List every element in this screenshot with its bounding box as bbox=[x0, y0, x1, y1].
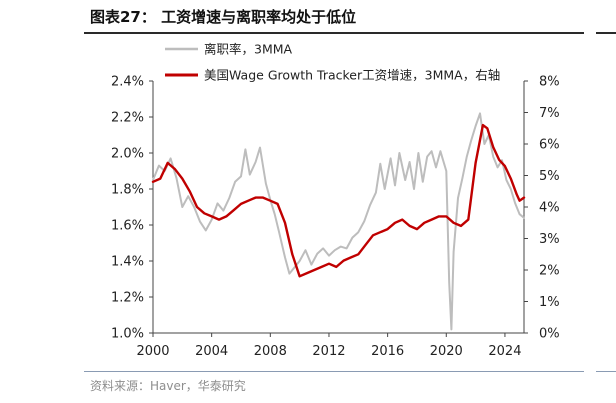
right-tick-label: 7% bbox=[539, 106, 560, 121]
right-tick-label: 5% bbox=[539, 169, 560, 184]
right-tick-label: 1% bbox=[539, 295, 560, 310]
left-tick-label: 1.4% bbox=[111, 255, 144, 270]
left-tick-label: 2.0% bbox=[111, 147, 144, 162]
title-divider bbox=[84, 32, 584, 34]
adjacent-panel-top-rule bbox=[596, 32, 616, 34]
legend-label: 离职率，3MMA bbox=[204, 42, 293, 57]
footer-divider bbox=[84, 371, 584, 372]
right-tick-label: 4% bbox=[539, 201, 560, 216]
chart-legend: 离职率，3MMA 美国Wage Growth Tracker工资增速，3MMA，右… bbox=[165, 42, 500, 83]
left-tick-label: 1.6% bbox=[111, 219, 144, 234]
source-note: 资料来源：Haver，华泰研究 bbox=[90, 379, 246, 393]
right-tick-label: 6% bbox=[539, 138, 560, 153]
left-tick-label: 1.0% bbox=[111, 327, 144, 342]
left-tick-label: 1.2% bbox=[111, 291, 144, 306]
right-tick-label: 3% bbox=[539, 232, 560, 247]
legend-label: 美国Wage Growth Tracker工资增速，3MMA，右轴 bbox=[204, 68, 500, 83]
right-tick-label: 0% bbox=[539, 327, 560, 342]
right-tick-label: 2% bbox=[539, 264, 560, 279]
x-tick-label: 2012 bbox=[312, 344, 345, 359]
right-tick-label: 8% bbox=[539, 75, 560, 90]
x-tick-label: 2000 bbox=[136, 344, 169, 359]
x-tick-label: 2016 bbox=[371, 344, 404, 359]
quits-rate-line bbox=[152, 112, 525, 331]
x-tick-label: 2020 bbox=[430, 344, 463, 359]
wage-growth-line bbox=[151, 123, 526, 278]
left-tick-label: 2.2% bbox=[111, 111, 144, 126]
adjacent-panel-bottom-rule bbox=[596, 371, 616, 372]
left-tick-label: 2.4% bbox=[111, 75, 144, 90]
x-tick-label: 2008 bbox=[254, 344, 287, 359]
x-tick-label: 2024 bbox=[488, 344, 521, 359]
figure-title: 图表27： 工资增速与离职率均处于低位 bbox=[90, 8, 357, 26]
chart-axes: 2.4% 2.2% 2.0% 1.8% 1.6% 1.4% 1.2% 1.0% 8% 7% 6% 5%… bbox=[111, 75, 560, 360]
left-tick-label: 1.8% bbox=[111, 183, 144, 198]
chart-series bbox=[151, 112, 526, 331]
x-tick-label: 2004 bbox=[195, 344, 228, 359]
